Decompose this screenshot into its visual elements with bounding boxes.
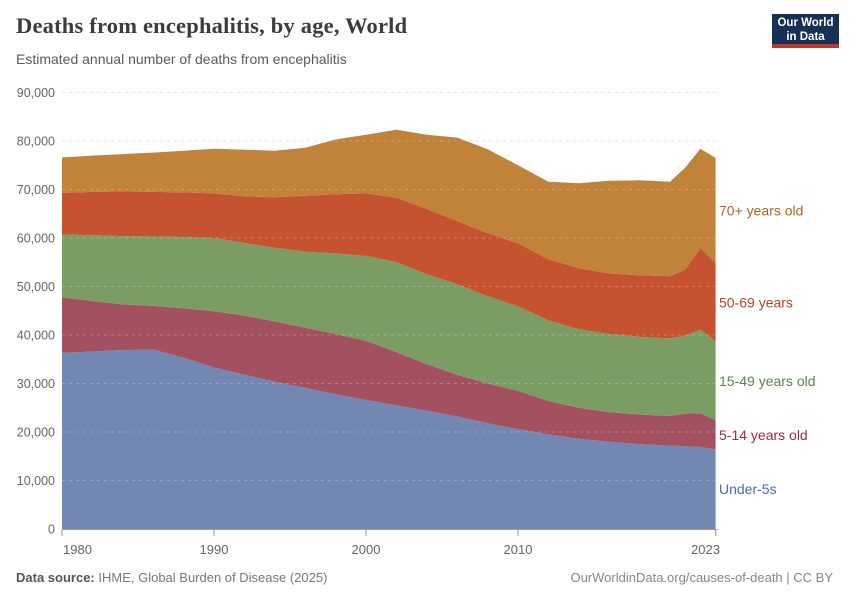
series-label-15-49-years-old: 15-49 years old: [719, 373, 816, 389]
y-tick-label: 0: [48, 523, 55, 537]
area-5-14-years-old: [62, 297, 716, 450]
x-tick-label: 2010: [504, 542, 533, 557]
series-label-70-years-old: 70+ years old: [719, 203, 803, 219]
y-tick-label: 50,000: [17, 280, 55, 294]
y-tick-label: 90,000: [17, 86, 55, 100]
y-tick-label: 30,000: [17, 377, 55, 391]
y-tick-label: 20,000: [17, 426, 55, 440]
y-tick-label: 80,000: [17, 135, 55, 149]
data-source-label: Data source:: [16, 570, 95, 585]
y-tick-label: 40,000: [17, 329, 55, 343]
y-tick-label: 70,000: [17, 183, 55, 197]
owid-citation-link[interactable]: OurWorldinData.org/causes-of-death | CC …: [570, 570, 833, 585]
area-under-5s: [62, 349, 716, 529]
area-50-69-years: [62, 191, 716, 342]
x-tick-label: 2000: [352, 542, 381, 557]
y-tick-label: 60,000: [17, 232, 55, 246]
x-tick-label: 2023: [691, 542, 720, 557]
area-70-years-old: [62, 129, 716, 277]
x-tick-label: 1990: [200, 542, 229, 557]
page-title: Deaths from encephalitis, by age, World: [16, 13, 408, 38]
owid-logo-line2: in Data: [786, 30, 825, 43]
data-source-note: Data source: IHME, Global Burden of Dise…: [16, 570, 327, 585]
owid-logo: Our World in Data: [772, 14, 839, 48]
x-tick-label: 1980: [63, 542, 92, 557]
owid-logo-line1: Our World: [777, 17, 834, 29]
series-label-5-14-years-old: 5-14 years old: [719, 427, 808, 443]
chart-subtitle: Estimated annual number of deaths from e…: [16, 51, 347, 67]
y-tick-label: 10,000: [17, 474, 55, 488]
series-label-under-5s: Under-5s: [719, 481, 777, 497]
series-label-50-69-years: 50-69 years: [719, 294, 793, 310]
area-15-49-years-old: [62, 234, 716, 421]
data-source-value: IHME, Global Burden of Disease (2025): [94, 570, 328, 585]
